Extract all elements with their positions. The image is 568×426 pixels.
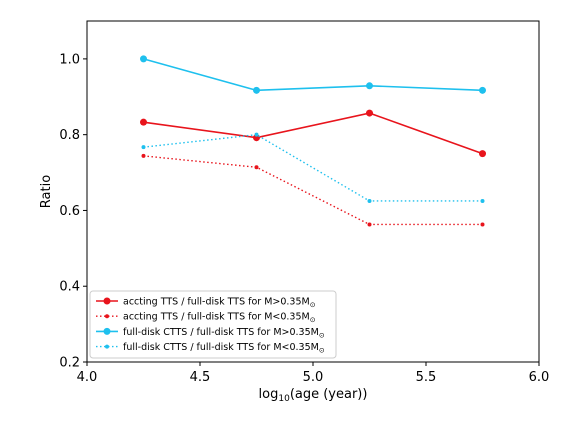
series-4-point — [480, 198, 485, 203]
series-3-point — [140, 55, 147, 63]
y-tick-label: 0.4 — [59, 280, 80, 295]
series-4-point — [367, 198, 372, 203]
series-line-1 — [143, 112, 483, 155]
series-4-point — [254, 132, 259, 137]
legend-box — [89, 290, 337, 359]
legend: accting TTS / full-disk TTS for M>0.35M⊙… — [89, 290, 337, 359]
legend-entry-1: accting TTS / full-disk TTS for M>0.35M⊙ — [123, 297, 316, 310]
series-2-point — [480, 222, 485, 227]
series-2-point — [254, 165, 259, 170]
x-tick-label: 4.0 — [77, 370, 98, 385]
y-tick-label: 1.0 — [59, 52, 80, 67]
legend-entry-label: accting TTS / full-disk TTS for M<0.35M — [123, 312, 310, 323]
series-4-point — [141, 145, 146, 150]
series-3-point — [253, 86, 260, 94]
legend-swatch-marker — [103, 327, 111, 335]
series-1-point — [140, 118, 147, 126]
ticks-layer: 4.0 4.5 5.0 5.5 6.0 0.2 0.4 0.6 0.8 1.0 — [59, 52, 549, 385]
x-tick-label: 4.5 — [190, 370, 211, 385]
series-1-point — [253, 134, 260, 142]
y-tick-label: 0.2 — [59, 356, 80, 371]
series-line-3 — [143, 58, 483, 92]
series-1-point — [479, 150, 486, 158]
x-axis-label-rest: (age (year)) — [290, 387, 368, 402]
series-1-point — [366, 109, 373, 117]
x-axis-label-subscript: 10 — [278, 394, 290, 404]
x-tick-label: 5.0 — [303, 370, 324, 385]
legend-entry-3: full-disk CTTS / full-disk TTS for M>0.3… — [123, 327, 325, 340]
x-tick-label: 6.0 — [529, 370, 550, 385]
series-layer — [140, 55, 486, 227]
x-axis-label: log10(age (year)) — [259, 387, 368, 404]
x-tick-label: 5.5 — [416, 370, 437, 385]
series-3-point — [479, 86, 486, 94]
legend-swatch-marker — [105, 314, 109, 319]
series-line-2 — [143, 155, 483, 226]
legend-entry-label: full-disk CTTS / full-disk TTS for M<0.3… — [123, 342, 319, 353]
legend-entry-subscript: ⊙ — [319, 331, 325, 339]
y-axis-label: Ratio — [39, 175, 54, 208]
legend-entry-subscript: ⊙ — [319, 347, 325, 355]
legend-entry-2: accting TTS / full-disk TTS for M<0.35M⊙ — [123, 312, 316, 325]
y-tick-label: 0.8 — [59, 128, 80, 143]
legend-entry-subscript: ⊙ — [310, 301, 316, 309]
legend-entry-4: full-disk CTTS / full-disk TTS for M<0.3… — [123, 342, 325, 355]
y-tick-label: 0.6 — [59, 204, 80, 219]
series-3-point — [366, 82, 373, 90]
legend-entry-subscript: ⊙ — [310, 316, 316, 324]
series-2-point — [367, 222, 372, 227]
series-line-4 — [143, 133, 483, 202]
legend-entry-label: full-disk CTTS / full-disk TTS for M>0.3… — [123, 327, 319, 338]
legend-entry-label: accting TTS / full-disk TTS for M>0.35M — [123, 297, 310, 308]
series-2-point — [141, 153, 146, 158]
legend-swatch-marker — [105, 344, 109, 349]
x-axis-label-main: log — [259, 387, 279, 402]
legend-swatch-marker — [103, 297, 111, 305]
